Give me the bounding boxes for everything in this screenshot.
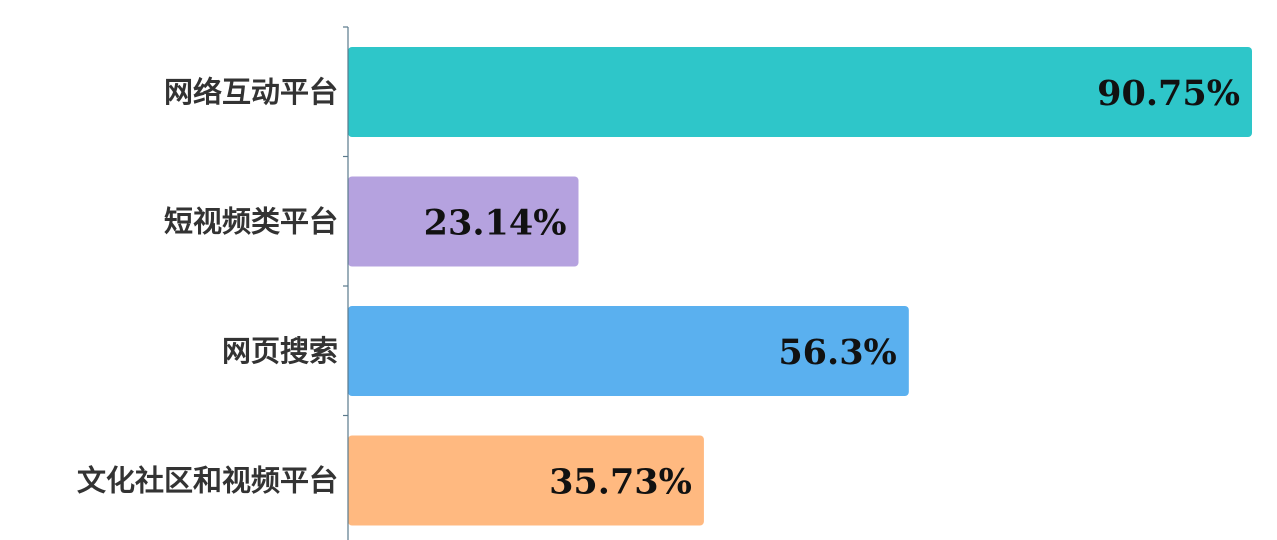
value-label-2: 23.14% bbox=[424, 203, 567, 244]
bar-1 bbox=[348, 47, 1252, 137]
category-label-3: 网页搜索 bbox=[222, 334, 338, 368]
bar-4 bbox=[348, 435, 704, 526]
category-label-2: 短视频类平台 bbox=[164, 205, 338, 239]
value-label-3: 56.3% bbox=[778, 332, 897, 373]
category-label-1: 网络互动平台 bbox=[164, 75, 338, 109]
category-label-4: 文化社区和视频平台 bbox=[77, 464, 338, 498]
bar-2 bbox=[348, 176, 579, 267]
bars-layer bbox=[348, 47, 1252, 526]
bar-3 bbox=[348, 306, 909, 396]
value-labels: 90.75% 23.14% 56.3% 35.73% bbox=[424, 73, 1240, 503]
y-axis bbox=[343, 26, 349, 540]
value-label-4: 35.73% bbox=[549, 462, 692, 503]
value-label-1: 90.75% bbox=[1097, 73, 1240, 114]
